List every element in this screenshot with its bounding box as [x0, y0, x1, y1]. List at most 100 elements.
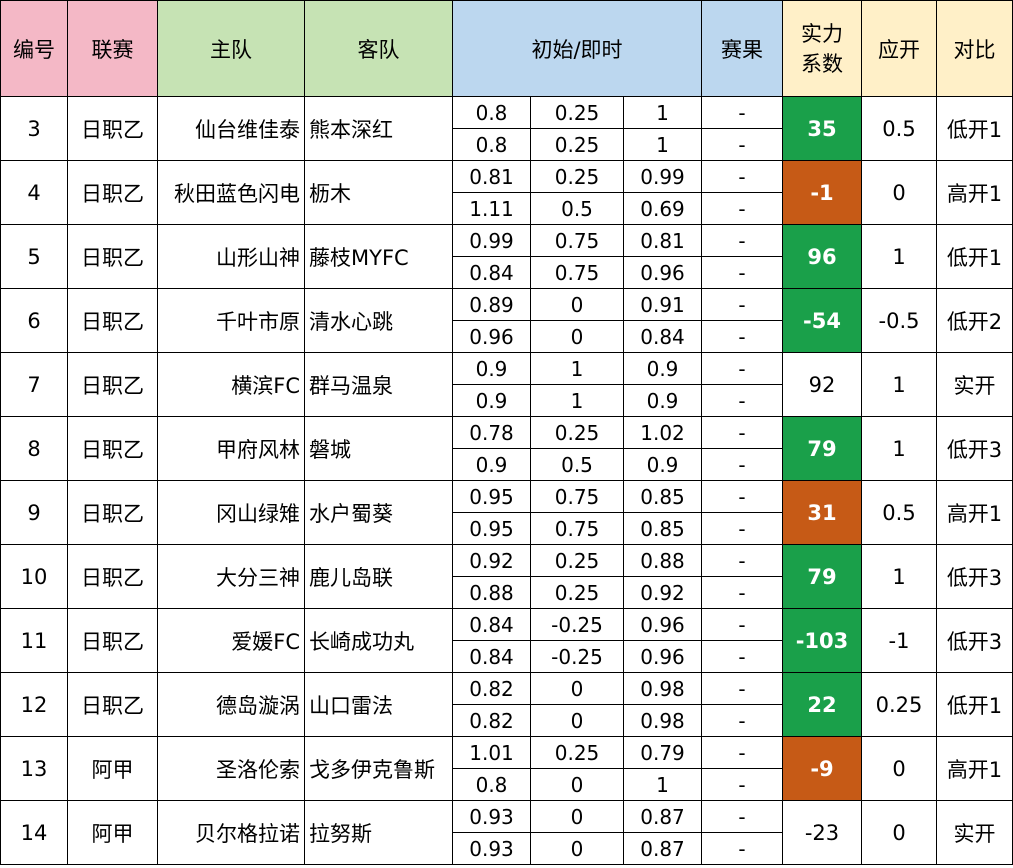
league-name: 日职乙 — [67, 608, 158, 673]
header-home: 主队 — [157, 0, 305, 97]
live-home-odds: 0.8 — [452, 128, 531, 161]
initial-away-odds: 0.87 — [623, 800, 702, 833]
table-row-live: 0.84 -0.25 0.96- — [1, 640, 1013, 673]
compare-value: 实开 — [936, 352, 1013, 417]
live-home-odds: 0.84 — [452, 640, 531, 673]
result-initial: - — [701, 224, 783, 257]
live-handicap: 0 — [530, 832, 624, 865]
strength-value: 79 — [782, 416, 862, 481]
table-row: 6 日职乙 千叶市原 清水心跳 0.89 0 0.91- -54 -0.5 低开2 — [0, 288, 1013, 353]
header-compare: 对比 — [936, 0, 1013, 97]
result-live: - — [701, 128, 783, 161]
table-row-live: 0.82 0 0.98- — [1, 704, 1013, 737]
live-away-odds: 0.92 — [623, 576, 702, 609]
match-id: 7 — [0, 352, 68, 417]
initial-handicap: 0.75 — [530, 480, 624, 513]
table-body: 3 日职乙 仙台维佳泰 熊本深红 0.8 0.25 1-35 0.5 低开1 0.8 0.25 1-4… — [0, 96, 1013, 865]
initial-away-odds: 0.81 — [623, 224, 702, 257]
initial-handicap: 0 — [530, 288, 624, 321]
league-name: 日职乙 — [67, 544, 158, 609]
table-row-live: 1.11 0.5 0.69- — [1, 192, 1013, 225]
result-live: - — [701, 320, 783, 353]
initial-handicap: 0.25 — [530, 544, 624, 577]
initial-handicap: -0.25 — [530, 608, 624, 641]
home-team: 圣洛伦索 — [157, 736, 305, 801]
compare-value: 低开3 — [936, 608, 1013, 673]
result-initial: - — [701, 96, 783, 129]
live-home-odds: 0.84 — [452, 256, 531, 289]
away-team: 拉努斯 — [304, 800, 453, 865]
league-name: 日职乙 — [67, 672, 158, 737]
table-row-live: 0.96 0 0.84- — [1, 320, 1013, 353]
initial-away-odds: 0.85 — [623, 480, 702, 513]
live-away-odds: 0.96 — [623, 256, 702, 289]
expected-handicap: 0 — [861, 160, 937, 225]
result-live: - — [701, 512, 783, 545]
league-name: 日职乙 — [67, 416, 158, 481]
initial-home-odds: 0.95 — [452, 480, 531, 513]
home-team: 冈山绿雉 — [157, 480, 305, 545]
expected-handicap: 1 — [861, 224, 937, 289]
live-away-odds: 1 — [623, 768, 702, 801]
home-team: 仙台维佳泰 — [157, 96, 305, 161]
live-handicap: 0.5 — [530, 192, 624, 225]
table-row-live: 0.9 1 0.9- — [1, 384, 1013, 417]
away-team: 水户蜀葵 — [304, 480, 453, 545]
live-away-odds: 0.98 — [623, 704, 702, 737]
expected-handicap: -0.5 — [861, 288, 937, 353]
away-team: 枥木 — [304, 160, 453, 225]
home-team: 千叶市原 — [157, 288, 305, 353]
live-handicap: -0.25 — [530, 640, 624, 673]
initial-away-odds: 0.99 — [623, 160, 702, 193]
initial-handicap: 0.75 — [530, 224, 624, 257]
away-team: 藤枝MYFC — [304, 224, 453, 289]
away-team: 熊本深红 — [304, 96, 453, 161]
home-team: 横滨FC — [157, 352, 305, 417]
league-name: 日职乙 — [67, 160, 158, 225]
live-away-odds: 0.84 — [623, 320, 702, 353]
expected-handicap: 1 — [861, 544, 937, 609]
table-row-live: 0.8 0 1- — [1, 768, 1013, 801]
table-row-live: 0.88 0.25 0.92- — [1, 576, 1013, 609]
league-name: 日职乙 — [67, 352, 158, 417]
result-live: - — [701, 640, 783, 673]
home-team: 山形山神 — [157, 224, 305, 289]
header-result: 赛果 — [701, 0, 783, 97]
initial-home-odds: 1.01 — [452, 736, 531, 769]
result-initial: - — [701, 800, 783, 833]
compare-value: 高开1 — [936, 736, 1013, 801]
live-away-odds: 0.96 — [623, 640, 702, 673]
table-row: 5 日职乙 山形山神 藤枝MYFC 0.99 0.75 0.81-96 1 低开1 — [0, 224, 1013, 289]
match-id: 5 — [0, 224, 68, 289]
result-live: - — [701, 192, 783, 225]
initial-handicap: 1 — [530, 352, 624, 385]
initial-away-odds: 0.98 — [623, 672, 702, 705]
result-initial: - — [701, 736, 783, 769]
strength-value: 92 — [782, 352, 862, 417]
away-team: 群马温泉 — [304, 352, 453, 417]
away-team: 鹿儿岛联 — [304, 544, 453, 609]
away-team: 长崎成功丸 — [304, 608, 453, 673]
live-handicap: 0.75 — [530, 256, 624, 289]
match-id: 11 — [0, 608, 68, 673]
live-away-odds: 1 — [623, 128, 702, 161]
match-id: 10 — [0, 544, 68, 609]
compare-value: 实开 — [936, 800, 1013, 865]
initial-away-odds: 0.9 — [623, 352, 702, 385]
result-live: - — [701, 384, 783, 417]
header-away: 客队 — [304, 0, 453, 97]
live-home-odds: 0.82 — [452, 704, 531, 737]
live-home-odds: 0.96 — [452, 320, 531, 353]
strength-value: -103 — [782, 608, 862, 673]
header-strength-line1: 实力 — [801, 21, 843, 46]
match-id: 14 — [0, 800, 68, 865]
strength-value: 79 — [782, 544, 862, 609]
header-id: 编号 — [0, 0, 68, 97]
table-row-live: 0.9 0.5 0.9- — [1, 448, 1013, 481]
live-home-odds: 0.8 — [452, 768, 531, 801]
expected-handicap: 0.5 — [861, 480, 937, 545]
result-initial: - — [701, 672, 783, 705]
league-name: 日职乙 — [67, 224, 158, 289]
away-team: 清水心跳 — [304, 288, 453, 353]
